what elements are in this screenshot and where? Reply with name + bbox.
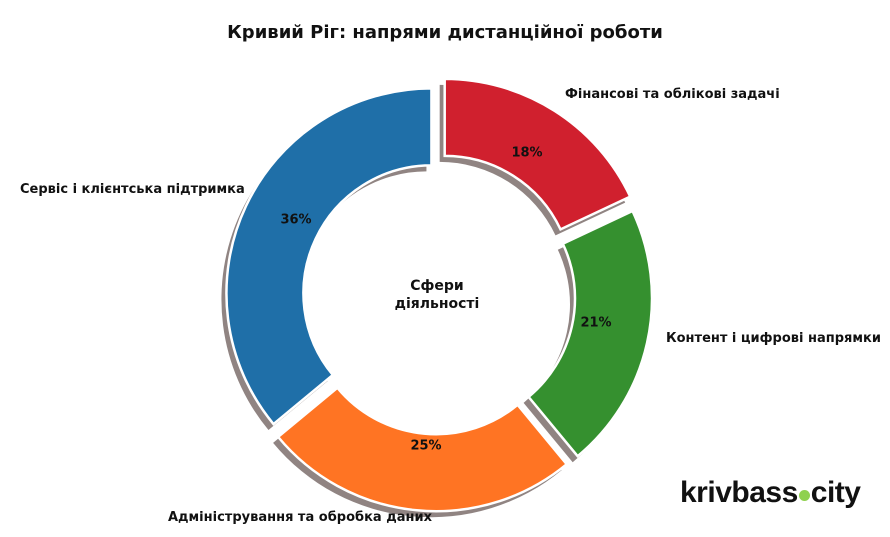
pct-service: 36% [280,212,312,228]
pct-content: 21% [580,315,612,331]
pct-admin: 25% [410,438,442,454]
center-label-line1: Сфери [410,278,464,294]
label-content: Контент і цифрові напрямки [666,331,881,346]
logo-left: krivbass [680,476,798,509]
wedge-service [225,87,433,426]
center-label: Сфери діяльності [395,277,480,313]
center-label-line2: діяльності [394,296,480,312]
pct-finance: 18% [511,145,543,161]
wedge-admin [276,386,569,513]
label-finance: Фінансові та облікові задачі [565,87,780,102]
wedges [225,77,654,513]
label-admin: Адміністрування та обробка даних [168,510,432,525]
logo-right: city [810,476,861,509]
chart-title: Кривий Ріг: напрями дистанційної роботи [227,22,663,43]
logo-dot-icon [798,490,810,501]
wedge-finance [443,77,632,232]
label-service: Сервіс і клієнтська підтримка [20,182,245,197]
wedge-content [526,209,654,458]
watermark-logo: krivbass city [680,476,861,510]
